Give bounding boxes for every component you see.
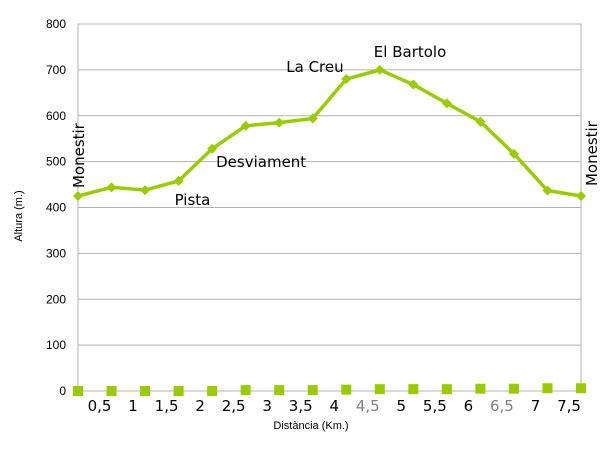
x-tick-label: 6 [464, 397, 474, 415]
x-tick-label: 5,5 [423, 397, 447, 415]
y-tick-label: 300 [46, 246, 66, 260]
data-point-square [341, 384, 352, 395]
data-point-square [374, 384, 385, 395]
gridlines [77, 23, 582, 392]
data-point-square [106, 386, 117, 396]
y-tick-label: 500 [46, 155, 66, 169]
y-tick-label: 600 [46, 109, 66, 123]
data-series [73, 64, 586, 396]
x-tick-label: 6,5 [490, 397, 514, 415]
annotation-label: Monestir [70, 122, 88, 188]
series-line [77, 68, 582, 198]
x-tick-label: 3,5 [289, 397, 313, 415]
x-tick-label: 0,5 [88, 397, 112, 415]
x-tick-label: 1 [128, 397, 138, 415]
data-point [341, 74, 352, 85]
data-point [475, 116, 486, 127]
data-point [140, 185, 151, 196]
annotation-label: Desviament [216, 153, 306, 171]
data-point-square [475, 383, 486, 394]
data-point [73, 191, 83, 202]
x-axis-title: Distància (Km.) [273, 420, 348, 432]
x-tick-label: 5 [397, 397, 407, 415]
data-point-square [542, 383, 553, 394]
data-point [576, 191, 586, 202]
data-point-square [274, 385, 285, 396]
x-tick-label: 2 [195, 397, 205, 415]
data-point-square [240, 385, 251, 396]
y-tick-label: 200 [46, 292, 66, 306]
data-point [207, 143, 218, 154]
data-point-square [173, 386, 184, 396]
data-point [408, 79, 419, 90]
annotation-label: Monestir [583, 120, 600, 186]
data-point [240, 120, 251, 131]
y-tick-label: 100 [46, 338, 66, 352]
x-tick-label: 7,5 [557, 397, 581, 415]
x-tick-label: 1,5 [155, 397, 179, 415]
x-tick-label: 3 [262, 397, 272, 415]
annotation-label: El Bartolo [374, 43, 446, 61]
y-tick-label: 700 [46, 63, 66, 77]
data-point [374, 64, 385, 75]
data-point-square [307, 385, 318, 396]
data-point-square [207, 386, 218, 396]
annotation-label: Pista [175, 191, 211, 209]
data-point-square [408, 384, 419, 395]
x-tick-label: 7 [531, 397, 541, 415]
x-tick-label: 4,5 [356, 397, 380, 415]
annotations: Monestir Pista Desviament La Creu El Bartolo… [70, 43, 600, 209]
y-axis-title: Altura (m.) [13, 190, 25, 241]
y-tick-label: 800 [46, 17, 66, 31]
data-point [441, 98, 452, 109]
data-point-square [140, 386, 151, 396]
y-tick-label: 400 [46, 201, 66, 215]
data-point [542, 185, 553, 196]
data-point-square [73, 386, 83, 396]
y-tick-labels: 0 100 200 300 400 500 600 700 800 [46, 17, 66, 398]
x-tick-label: 4 [329, 397, 339, 415]
x-category-labels: 0,5 1 1,5 2 2,5 3 3,5 4 4,5 5 5,5 6 6,5 7 7,5 [88, 397, 581, 415]
data-point-square [508, 383, 519, 394]
data-point [307, 113, 318, 124]
data-point-square [441, 384, 452, 395]
data-point [106, 182, 117, 193]
annotation-label: La Creu [286, 58, 343, 76]
data-point [173, 175, 184, 186]
data-point [508, 148, 519, 159]
data-point [274, 117, 285, 128]
x-tick-label: 2,5 [222, 397, 246, 415]
data-point-square [576, 383, 586, 394]
y-tick-label: 0 [59, 384, 66, 398]
